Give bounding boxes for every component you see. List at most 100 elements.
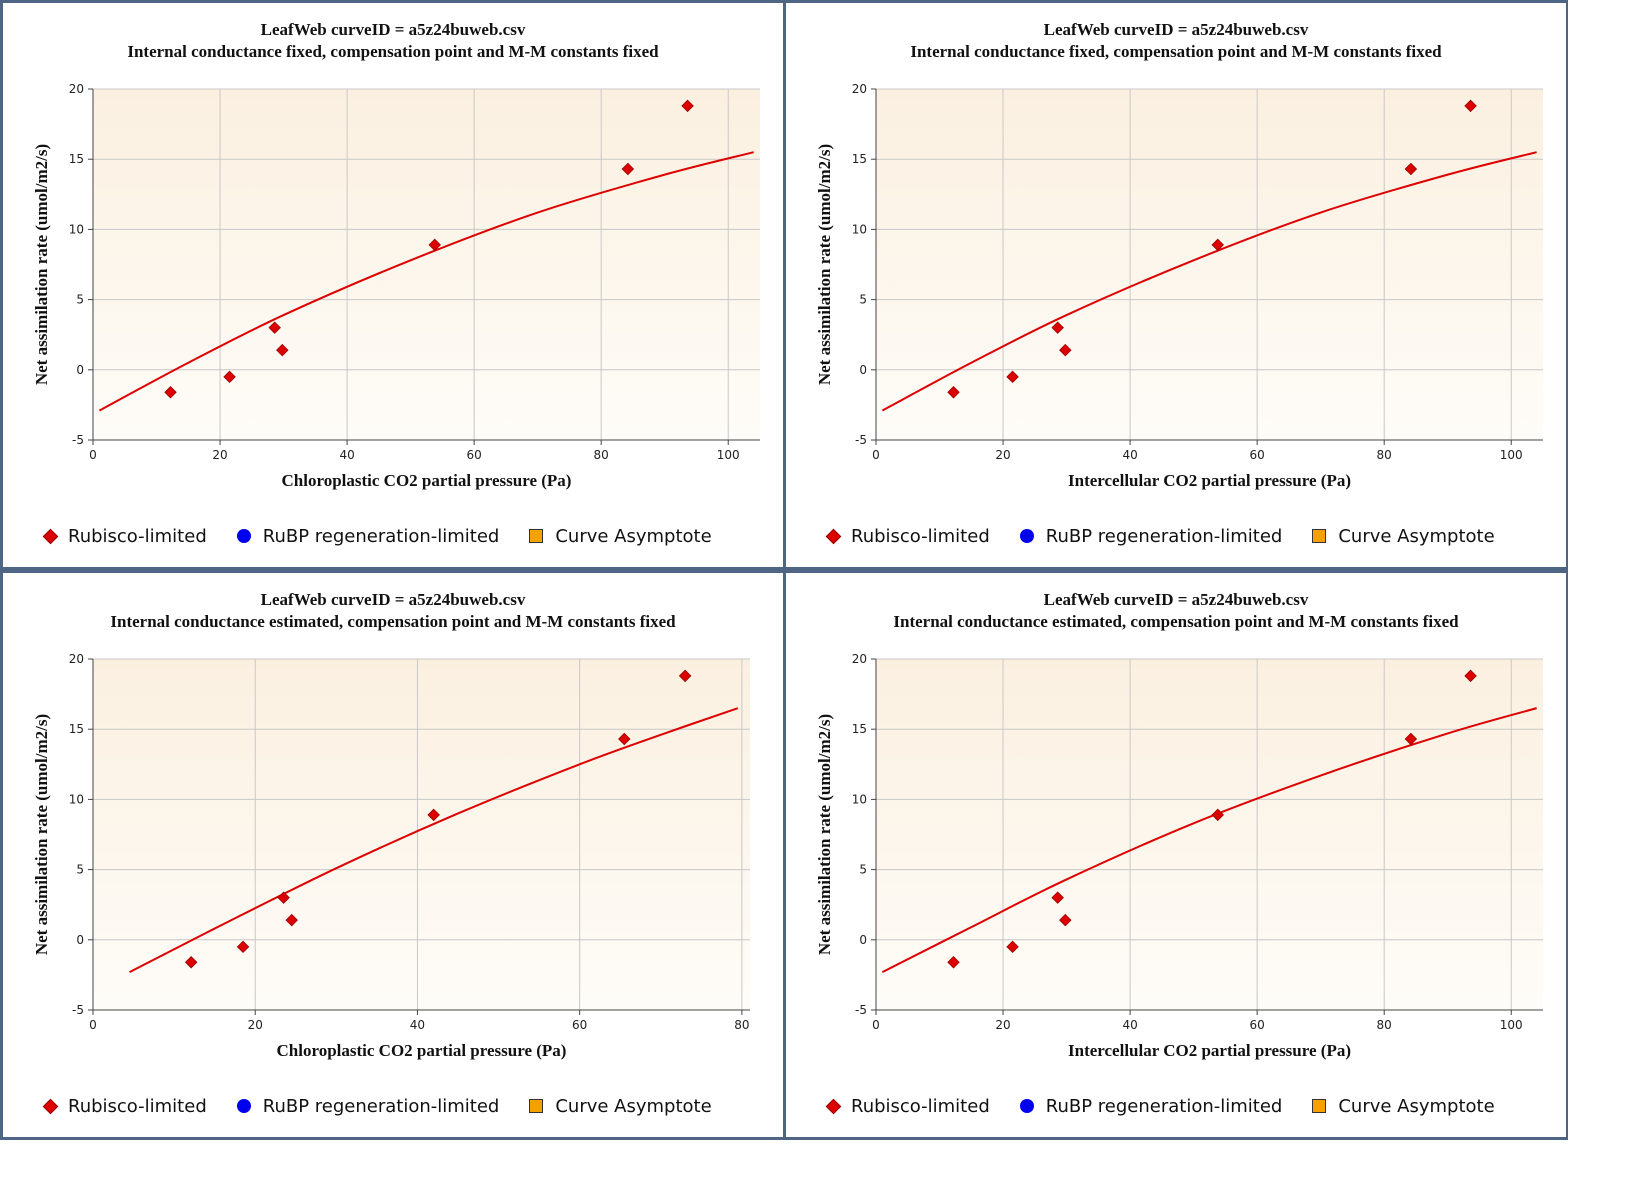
- fit-curve-line: [881, 707, 1537, 973]
- y-tick-label: 5: [76, 863, 84, 877]
- fit-curve-line: [129, 707, 739, 973]
- chart-title-block: LeafWeb curveID = a5z24buweb.csv Interna…: [786, 589, 1566, 633]
- chart-panel-3: 0 20 40 60 80 -5 0 5 10 15 20 Chloroplastic CO2 par…: [3, 573, 783, 1137]
- y-tick-label: -5: [855, 433, 867, 447]
- legend-label: Curve Asymptote: [555, 1095, 712, 1117]
- chart-subtitle: Internal conductance fixed, compensation…: [910, 42, 1442, 61]
- diamond-marker-icon: [825, 1098, 842, 1114]
- chart-panel-4: 0 20 40 60 80 100 -5 0 5 10 15 20 Intercellular CO2 …: [786, 573, 1566, 1137]
- plot-area: [876, 659, 1543, 1010]
- y-axis-label: Net assimilation rate (umol/m2/s): [815, 714, 834, 955]
- plot-area: [876, 89, 1543, 440]
- square-marker-icon: [529, 1099, 544, 1113]
- square-marker-icon: [1312, 529, 1327, 543]
- diamond-marker-icon: [42, 1098, 59, 1114]
- legend-label: Rubisco-limited: [851, 1095, 990, 1117]
- x-tick-label: 40: [410, 1018, 425, 1032]
- data-point: [285, 913, 298, 927]
- y-axis-label: Net assimilation rate (umol/m2/s): [32, 714, 51, 955]
- circle-marker-icon: [1019, 1099, 1034, 1113]
- x-tick-label: 40: [339, 448, 354, 462]
- plot-area: [93, 89, 760, 440]
- x-tick-label: 80: [594, 448, 609, 462]
- data-point: [1006, 370, 1019, 384]
- y-tick-label: 15: [69, 722, 84, 736]
- data-point: [427, 808, 440, 822]
- chart-subtitle: Internal conductance estimated, compensa…: [110, 612, 676, 631]
- x-tick-label: 20: [248, 1018, 263, 1032]
- legend-label: Curve Asymptote: [555, 525, 712, 547]
- x-tick-label: 60: [572, 1018, 587, 1032]
- legend-item-rubp: RuBP regeneration-limited: [236, 1095, 500, 1117]
- chart-legend: Rubisco-limited RuBP regeneration-limite…: [42, 1093, 742, 1119]
- chart-legend: Rubisco-limited RuBP regeneration-limite…: [825, 523, 1525, 549]
- x-axis-label: Chloroplastic CO2 partial pressure (Pa): [282, 471, 572, 490]
- chart-svg: 0 20 40 60 80 100 -5 0 5 10 15 20 Intercellular CO2 …: [815, 82, 1543, 490]
- x-axis-label: Intercellular CO2 partial pressure (Pa): [1068, 471, 1351, 490]
- data-point: [1464, 99, 1477, 113]
- data-point: [236, 940, 250, 954]
- x-tick-label: 20: [995, 448, 1010, 462]
- fit-curve-line: [98, 151, 754, 412]
- legend-item-rubp: RuBP regeneration-limited: [236, 526, 499, 547]
- data-point: [1051, 321, 1064, 334]
- x-tick-label: 60: [1250, 448, 1265, 462]
- y-tick-label: 20: [69, 652, 84, 666]
- chart-legend: Rubisco-limited RuBP regeneration-limite…: [825, 1093, 1525, 1119]
- x-tick-label: 80: [1377, 1018, 1392, 1032]
- y-axis-label: Net assimilation rate (umol/m2/s): [32, 144, 51, 385]
- y-tick-label: 0: [76, 363, 84, 377]
- data-point: [681, 99, 694, 113]
- circle-marker-icon: [236, 529, 251, 543]
- chart-title-block: LeafWeb curveID = a5z24buweb.csv Interna…: [786, 19, 1566, 63]
- data-point: [276, 343, 289, 357]
- chart-panel-1: 0 20 40 60 80 100 -5 0 5 10 15 20 Chloroplastic CO2 …: [3, 3, 783, 567]
- y-tick-label: 15: [852, 722, 867, 736]
- x-tick-label: 100: [717, 448, 740, 462]
- data-point: [428, 238, 441, 252]
- chart-subtitle: Internal conductance fixed, compensation…: [127, 42, 659, 61]
- x-tick-label: 0: [872, 1018, 880, 1032]
- y-tick-label: 5: [859, 863, 867, 877]
- data-point: [1059, 913, 1072, 927]
- x-tick-label: 40: [1122, 1018, 1137, 1032]
- x-tick-label: 100: [1500, 448, 1523, 462]
- legend-item-rubisco: Rubisco-limited: [825, 526, 990, 547]
- legend-item-asymptote: Curve Asymptote: [529, 1095, 712, 1117]
- data-point: [1404, 732, 1418, 746]
- data-point: [1464, 669, 1477, 683]
- data-point: [164, 386, 177, 399]
- data-point: [1404, 162, 1418, 176]
- chart-legend: Rubisco-limited RuBP regeneration-limite…: [42, 523, 742, 549]
- legend-item-asymptote: Curve Asymptote: [1312, 1096, 1495, 1117]
- y-tick-label: 20: [852, 652, 867, 666]
- data-point: [947, 386, 960, 399]
- legend-label: RuBP regeneration-limited: [1045, 525, 1283, 547]
- y-tick-label: -5: [72, 433, 84, 447]
- x-tick-label: 80: [1377, 448, 1392, 462]
- data-point: [223, 370, 236, 384]
- data-point: [277, 891, 290, 904]
- legend-item-asymptote: Curve Asymptote: [1312, 526, 1495, 547]
- x-axis-label: Chloroplastic CO2 partial pressure (Pa): [277, 1041, 567, 1060]
- legend-label: Rubisco-limited: [68, 525, 207, 547]
- x-tick-label: 60: [467, 448, 482, 462]
- chart-title: LeafWeb curveID = a5z24buweb.csv: [1043, 590, 1309, 609]
- x-tick-label: 0: [89, 1018, 97, 1032]
- data-point: [184, 956, 198, 969]
- legend-item-rubp: RuBP regeneration-limited: [1019, 525, 1283, 547]
- x-tick-label: 60: [1250, 1018, 1265, 1032]
- x-tick-label: 20: [212, 448, 227, 462]
- legend-label: RuBP regeneration-limited: [1045, 1095, 1283, 1117]
- legend-item-rubisco: Rubisco-limited: [42, 525, 207, 547]
- data-point: [678, 669, 692, 683]
- legend-label: RuBP regeneration-limited: [262, 1095, 500, 1117]
- y-tick-label: 20: [852, 82, 867, 96]
- y-tick-label: 20: [69, 82, 84, 96]
- chart-title: LeafWeb curveID = a5z24buweb.csv: [260, 20, 526, 39]
- diamond-marker-icon: [825, 528, 842, 544]
- x-tick-label: 100: [1500, 1018, 1523, 1032]
- x-tick-label: 80: [734, 1018, 749, 1032]
- data-point: [1051, 891, 1064, 904]
- square-marker-icon: [1312, 1099, 1327, 1113]
